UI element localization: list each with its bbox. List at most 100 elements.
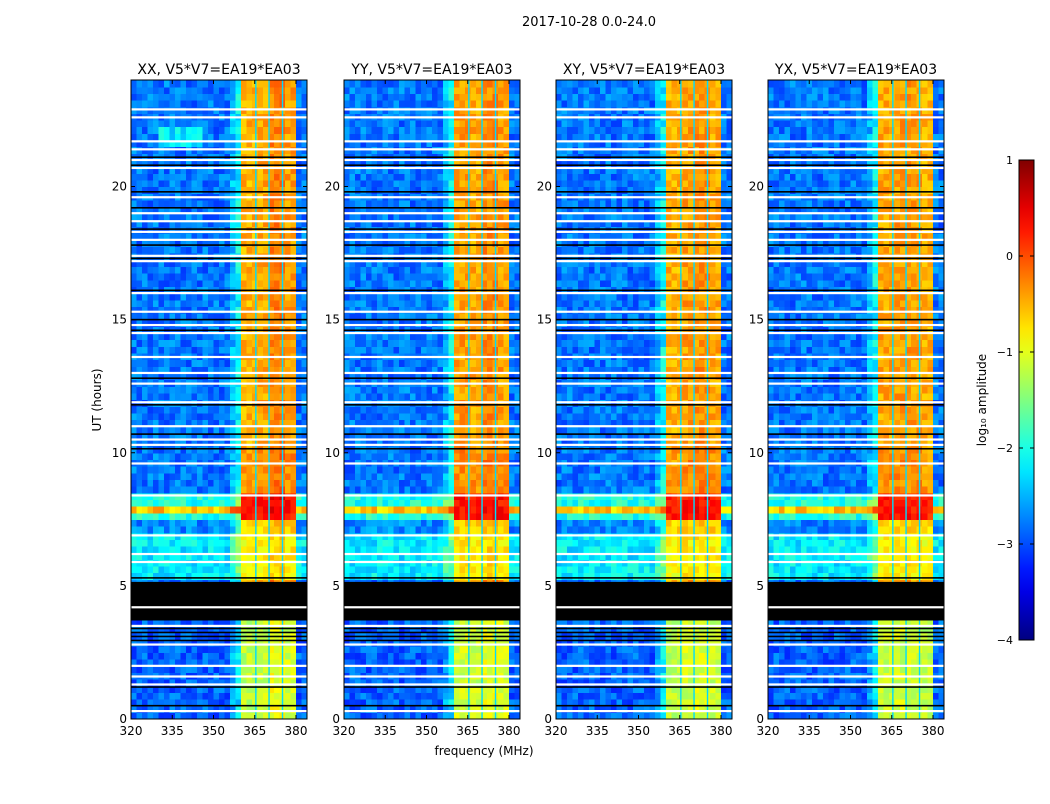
white-gap-line	[131, 239, 307, 241]
heatmap-cell	[241, 499, 247, 506]
heatmap-cell	[142, 273, 148, 280]
heatmap-cell	[186, 100, 192, 107]
heatmap-cell	[427, 479, 433, 486]
heatmap-cell	[274, 346, 280, 353]
heatmap-cell	[170, 180, 176, 187]
heatmap-cell	[236, 566, 242, 573]
heatmap-cell	[432, 513, 438, 520]
heatmap-cell	[181, 526, 187, 533]
heatmap-cell	[509, 340, 515, 347]
heatmap-cell	[164, 453, 170, 460]
heatmap-cell	[175, 479, 181, 486]
suptitle: 2017-10-28 0.0-24.0	[522, 15, 656, 30]
heatmap-cell	[197, 473, 203, 480]
heatmap-cell	[258, 519, 264, 526]
heatmap-cell	[410, 506, 416, 513]
heatmap-cell	[186, 187, 192, 194]
heatmap-cell	[449, 406, 455, 413]
heatmap-cell	[236, 546, 242, 553]
heatmap-cell	[241, 453, 247, 460]
heatmap-cell	[219, 446, 225, 453]
heatmap-cell	[225, 386, 231, 393]
heatmap-cell	[131, 93, 137, 100]
heatmap-cell	[186, 486, 192, 493]
heatmap-cell	[241, 187, 247, 194]
heatmap-cell	[388, 646, 394, 653]
heatmap-cell	[247, 566, 253, 573]
heatmap-cell	[225, 273, 231, 280]
heatmap-cell	[383, 546, 389, 553]
heatmap-cell	[258, 340, 264, 347]
x-tick-label: 380	[285, 724, 308, 738]
heatmap-cell	[170, 413, 176, 420]
heatmap-cell	[230, 80, 236, 87]
heatmap-cell	[203, 173, 209, 180]
heatmap-cell	[186, 127, 192, 134]
heatmap-cell	[274, 526, 280, 533]
heatmap-cell	[296, 546, 302, 553]
heatmap-cell	[175, 346, 181, 353]
heatmap-cell	[186, 133, 192, 140]
heatmap-cell	[241, 466, 247, 473]
heatmap-cell	[498, 453, 504, 460]
heatmap-cell	[230, 526, 236, 533]
heatmap-cell	[208, 340, 214, 347]
heatmap-cell	[399, 652, 405, 659]
heatmap-cell	[258, 466, 264, 473]
heatmap-cell	[197, 120, 203, 127]
heatmap-cell	[214, 546, 220, 553]
heatmap-cell	[203, 133, 209, 140]
heatmap-cell	[410, 473, 416, 480]
heatmap-cell	[438, 453, 444, 460]
heatmap-cell	[175, 200, 181, 207]
heatmap-cell	[170, 280, 176, 287]
heatmap-cell	[388, 466, 394, 473]
heatmap-cell	[170, 246, 176, 253]
heatmap-cell	[432, 573, 438, 580]
heatmap-cell	[509, 539, 515, 546]
heatmap-cell	[230, 87, 236, 94]
heatmap-cell	[432, 546, 438, 553]
heatmap-cell	[252, 280, 258, 287]
heatmap-cell	[219, 360, 225, 367]
heatmap-cell	[142, 519, 148, 526]
heatmap-cell	[399, 393, 405, 400]
heatmap-cell	[394, 539, 400, 546]
heatmap-cell	[509, 652, 515, 659]
heatmap-cell	[186, 652, 192, 659]
heatmap-cell	[476, 453, 482, 460]
heatmap-cell	[449, 360, 455, 367]
heatmap-cell	[225, 266, 231, 273]
heatmap-cell	[476, 573, 482, 580]
heatmap-cell	[410, 466, 416, 473]
heatmap-cell	[142, 646, 148, 653]
heatmap-cell	[454, 393, 460, 400]
heatmap-cell	[192, 486, 198, 493]
heatmap-cell	[509, 692, 515, 699]
heatmap-cell	[355, 499, 361, 506]
heatmap-cell	[153, 453, 159, 460]
heatmap-cell	[487, 486, 493, 493]
heatmap-cell	[504, 539, 510, 546]
heatmap-cell	[252, 546, 258, 553]
heatmap-cell	[355, 646, 361, 653]
heatmap-cell	[131, 120, 137, 127]
heatmap-cell	[296, 479, 302, 486]
heatmap-cell	[186, 93, 192, 100]
heatmap-cell	[438, 539, 444, 546]
heatmap-cell	[252, 646, 258, 653]
heatmap-cell	[504, 473, 510, 480]
heatmap-cell	[197, 300, 203, 307]
heatmap-cell	[175, 499, 181, 506]
heatmap-cell	[355, 486, 361, 493]
heatmap-cell	[399, 446, 405, 453]
heatmap-cell	[142, 246, 148, 253]
heatmap-cell	[192, 280, 198, 287]
heatmap-cell	[350, 573, 356, 580]
heatmap-cell	[203, 393, 209, 400]
heatmap-cell	[247, 473, 253, 480]
heatmap-cell	[230, 546, 236, 553]
heatmap-cell	[465, 652, 471, 659]
heatmap-cell	[236, 340, 242, 347]
heatmap-cell	[252, 200, 258, 207]
